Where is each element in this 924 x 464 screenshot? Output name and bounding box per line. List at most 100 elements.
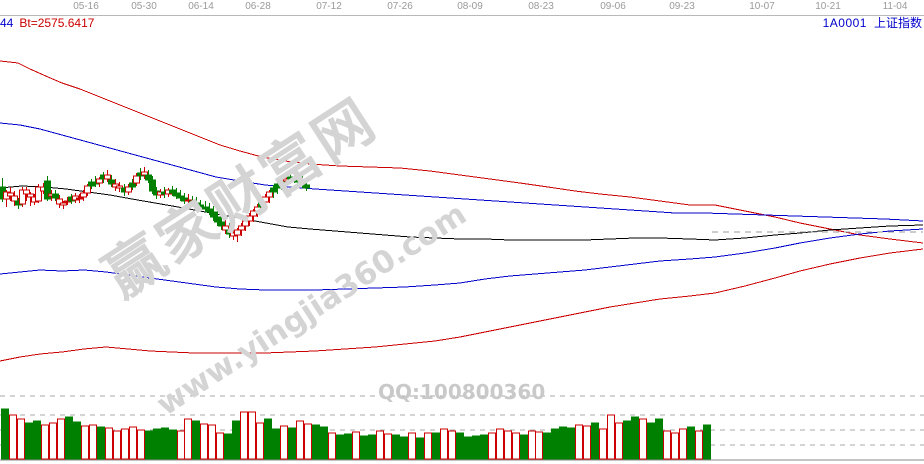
volume-bar[interactable]: [161, 427, 169, 460]
volume-bar[interactable]: [57, 418, 65, 460]
candle[interactable]: [23, 187, 30, 201]
volume-bar[interactable]: [528, 430, 536, 460]
volume-bar[interactable]: [137, 429, 145, 460]
volume-bar[interactable]: [480, 434, 488, 460]
candle[interactable]: [56, 195, 63, 208]
candle[interactable]: [250, 209, 257, 222]
volume-bar[interactable]: [599, 428, 607, 460]
candle[interactable]: [202, 201, 209, 212]
volume-bar[interactable]: [671, 432, 679, 460]
volume-bar[interactable]: [575, 424, 583, 460]
candle[interactable]: [173, 188, 180, 199]
volume-bar[interactable]: [65, 416, 73, 460]
volume-bar[interactable]: [695, 430, 703, 460]
volume-bar[interactable]: [208, 424, 216, 460]
volume-bar[interactable]: [703, 424, 711, 460]
volume-bar[interactable]: [81, 425, 89, 460]
volume-bar[interactable]: [145, 430, 153, 460]
candle[interactable]: [44, 176, 51, 201]
volume-bar[interactable]: [464, 436, 472, 460]
volume-bar[interactable]: [583, 425, 591, 460]
volume-bar[interactable]: [49, 422, 57, 460]
volume-bar[interactable]: [256, 422, 264, 460]
candle[interactable]: [84, 184, 91, 196]
volume-bar[interactable]: [216, 432, 224, 460]
symbol-label[interactable]: 1A0001 上证指数: [823, 16, 922, 31]
candle[interactable]: [145, 170, 152, 183]
volume-bar[interactable]: [567, 427, 575, 460]
volume-bar[interactable]: [169, 429, 177, 460]
candle[interactable]: [19, 187, 26, 207]
candle[interactable]: [218, 215, 225, 230]
candle[interactable]: [246, 213, 253, 226]
volume-bar[interactable]: [240, 411, 248, 460]
volume-bar[interactable]: [496, 428, 504, 460]
volume-bar[interactable]: [121, 428, 129, 460]
candle[interactable]: [295, 173, 302, 186]
volume-bar[interactable]: [360, 435, 368, 460]
volume-bar[interactable]: [607, 414, 615, 460]
volume-bar[interactable]: [368, 434, 376, 460]
volume-bar[interactable]: [392, 434, 400, 460]
volume-bar[interactable]: [639, 418, 647, 460]
volume-bar[interactable]: [9, 414, 17, 460]
volume-bar[interactable]: [177, 430, 185, 460]
volume-bar[interactable]: [248, 411, 256, 460]
volume-bar[interactable]: [312, 424, 320, 460]
volume-bar[interactable]: [416, 437, 424, 460]
candle[interactable]: [270, 185, 277, 198]
candle[interactable]: [149, 176, 156, 194]
volume-bar[interactable]: [280, 425, 288, 460]
volume-bar[interactable]: [559, 426, 567, 460]
candle[interactable]: [35, 184, 42, 203]
candle[interactable]: [299, 175, 306, 188]
candle[interactable]: [7, 187, 14, 201]
volume-bar[interactable]: [41, 424, 49, 460]
volume-bar[interactable]: [456, 432, 464, 460]
volume-bar[interactable]: [655, 418, 663, 460]
volume-bar[interactable]: [512, 432, 520, 460]
volume-bar[interactable]: [25, 422, 33, 460]
candle[interactable]: [96, 177, 103, 187]
candle[interactable]: [11, 191, 18, 206]
volume-bar[interactable]: [200, 423, 208, 460]
volume-bar[interactable]: [272, 428, 280, 460]
volume-bar[interactable]: [336, 434, 344, 460]
volume-bar[interactable]: [97, 426, 105, 460]
candle[interactable]: [214, 211, 221, 226]
volume-bar[interactable]: [679, 428, 687, 460]
volume-bar[interactable]: [320, 426, 328, 460]
candle[interactable]: [141, 167, 148, 179]
candle[interactable]: [177, 190, 184, 201]
candle[interactable]: [108, 175, 115, 187]
volume-bar[interactable]: [17, 418, 25, 460]
candle[interactable]: [222, 219, 229, 234]
volume-pane[interactable]: [0, 370, 924, 464]
candle[interactable]: [52, 190, 59, 201]
candle[interactable]: [283, 173, 290, 186]
volume-bar[interactable]: [663, 430, 671, 460]
volume-bar[interactable]: [105, 427, 113, 460]
volume-bar[interactable]: [153, 428, 161, 460]
price-pane[interactable]: [0, 31, 924, 370]
candle[interactable]: [254, 204, 261, 217]
volume-bar[interactable]: [520, 434, 528, 460]
volume-bar[interactable]: [551, 428, 559, 460]
volume-bar[interactable]: [432, 432, 440, 460]
volume-bar[interactable]: [304, 423, 312, 460]
volume-bar[interactable]: [631, 416, 639, 460]
volume-bar[interactable]: [224, 433, 232, 460]
candle[interactable]: [125, 184, 132, 195]
candle[interactable]: [226, 223, 233, 238]
candle[interactable]: [129, 179, 136, 190]
volume-bar[interactable]: [440, 428, 448, 460]
candle[interactable]: [104, 170, 111, 182]
volume-bar[interactable]: [543, 432, 551, 460]
volume-bar[interactable]: [424, 432, 432, 460]
volume-bar[interactable]: [591, 422, 599, 460]
candle[interactable]: [238, 223, 245, 236]
volume-bar[interactable]: [400, 436, 408, 460]
candle[interactable]: [133, 173, 140, 186]
candle[interactable]: [258, 199, 265, 212]
volume-bar[interactable]: [73, 421, 81, 460]
